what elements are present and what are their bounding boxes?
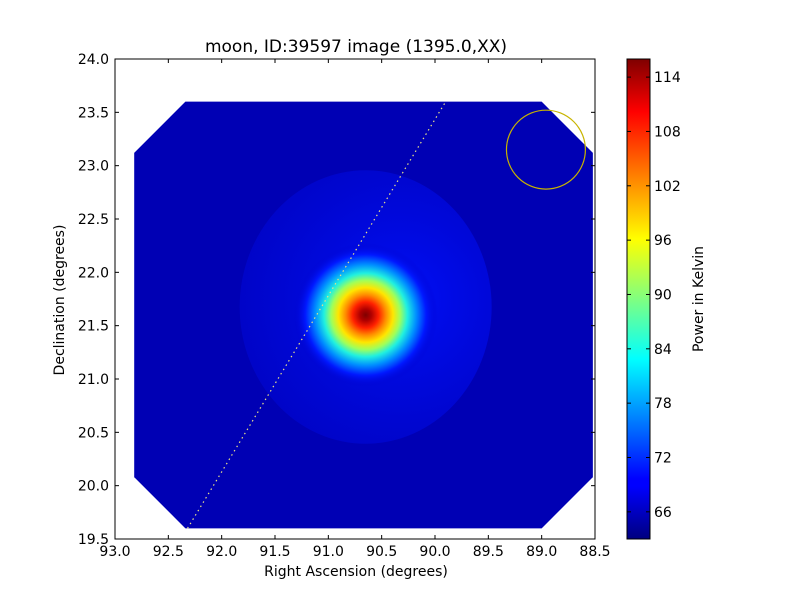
colorbar-frame: [626, 58, 651, 540]
track-line: [187, 101, 447, 529]
x-axis-label: Right Ascension (degrees): [264, 564, 448, 580]
x-tick-label: 92.0: [206, 544, 237, 560]
source-blob: [293, 241, 438, 389]
colorbar-tick-label: 84: [654, 342, 672, 358]
plot-frame: [114, 58, 596, 540]
y-tick-label: 22.0: [78, 265, 109, 281]
colorbar-tick-label: 102: [654, 179, 681, 195]
x-tick-label: 88.5: [579, 544, 610, 560]
colorbar-tick-label: 108: [654, 124, 681, 140]
colorbar-ticks: 66 72 78 84 90 96 102 108 114: [627, 70, 681, 521]
y-tick-label: 21.0: [78, 372, 109, 388]
y-tick-label: 23.0: [78, 159, 109, 175]
chart-title: moon, ID:39597 image (1395.0,XX): [205, 37, 507, 57]
beam-circle: [505, 109, 587, 190]
y-axis-label: Declination (degrees): [52, 225, 68, 376]
y-tick-label: 24.0: [78, 52, 109, 68]
colorbar-label: Power in Kelvin: [691, 246, 707, 352]
x-tick-label: 89.5: [473, 544, 504, 560]
x-tick-label: 90.0: [419, 544, 450, 560]
x-tick-label: 89.0: [526, 544, 557, 560]
y-tick-label: 22.5: [78, 212, 109, 228]
x-axis-ticks: 93.0 92.5 92.0 91.5 91.0 90.5 90.0 89.5 89.0 88.5: [99, 59, 611, 560]
x-tick-label: 91.0: [313, 544, 344, 560]
x-tick-label: 91.5: [259, 544, 290, 560]
colorbar-gradient: [627, 59, 650, 539]
colorbar-tick-label: 114: [654, 70, 681, 86]
colorbar-tick-label: 66: [654, 505, 672, 521]
x-tick-label: 90.5: [366, 544, 397, 560]
y-tick-label: 20.0: [78, 479, 109, 495]
y-tick-label: 21.5: [78, 319, 109, 335]
y-axis-ticks: 19.5 20.0 20.5 21.0 21.5 22.0 22.5 23.0 23.5 24.0: [78, 52, 595, 548]
y-tick-label: 23.5: [78, 105, 109, 121]
y-tick-label: 19.5: [78, 532, 109, 548]
colorbar-tick-label: 78: [654, 396, 672, 412]
x-tick-label: 92.5: [153, 544, 184, 560]
plot-area: [115, 59, 595, 539]
y-tick-label: 20.5: [78, 425, 109, 441]
colorbar-tick-label: 90: [654, 287, 672, 303]
colorbar-tick-label: 96: [654, 233, 672, 249]
colorbar-tick-label: 72: [654, 450, 672, 466]
x-tick-label: 93.0: [99, 544, 130, 560]
colorbar: 66 72 78 84 90 96 102 108 114 Power in Kelvin: [626, 58, 707, 540]
